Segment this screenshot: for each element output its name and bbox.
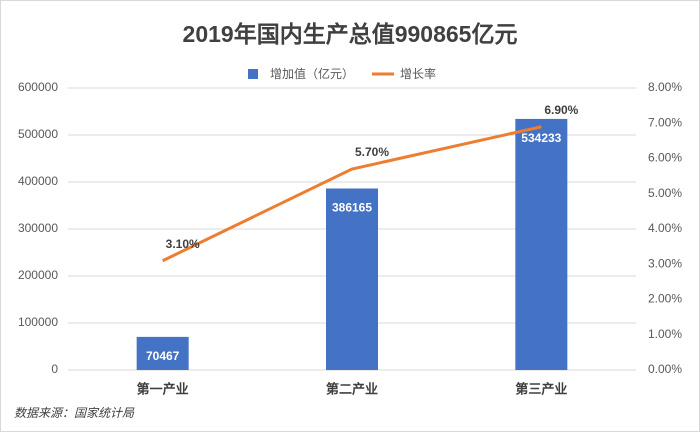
line-value-label: 6.90% [544,103,578,117]
y2-tick-label: 8.00% [648,80,682,94]
bar [136,336,189,370]
x-tick-label: 第一产业 [137,381,189,396]
y2-tick-label: 2.00% [648,292,682,306]
x-tick-label: 第二产业 [326,381,378,396]
bar-value-label: 386165 [332,201,372,215]
x-tick-label: 第三产业 [515,381,567,396]
y2-tick-label: 7.00% [648,115,682,129]
y-tick-label: 400000 [18,174,58,188]
y2-tick-label: 0.00% [648,362,682,376]
line-value-label: 3.10% [166,237,200,251]
bar-value-label: 70467 [146,349,180,363]
y2-tick-label: 1.00% [648,327,682,341]
y-tick-label: 100000 [18,315,58,329]
y2-tick-label: 6.00% [648,151,682,165]
line [162,125,542,263]
bar [515,118,568,370]
y-tick-label: 600000 [18,80,58,94]
y-tick-label: 500000 [18,127,58,141]
y-tick-label: 300000 [18,221,58,235]
source-note: 数据来源：国家统计局 [14,406,135,420]
legend-label: 增加值（亿元） [270,66,354,81]
y-tick-label: 200000 [18,268,58,282]
legend-swatch [248,69,258,79]
legend-label: 增长率 [400,66,436,81]
y-tick-label: 0 [51,362,58,376]
line-value-label: 5.70% [355,145,389,159]
bar-value-label: 534233 [521,131,561,145]
y2-tick-label: 5.00% [648,186,682,200]
y2-tick-label: 4.00% [648,221,682,235]
y2-tick-label: 3.00% [648,256,682,270]
chart-title: 2019年国内生产总值990865亿元 [183,21,518,47]
bar [326,188,378,370]
